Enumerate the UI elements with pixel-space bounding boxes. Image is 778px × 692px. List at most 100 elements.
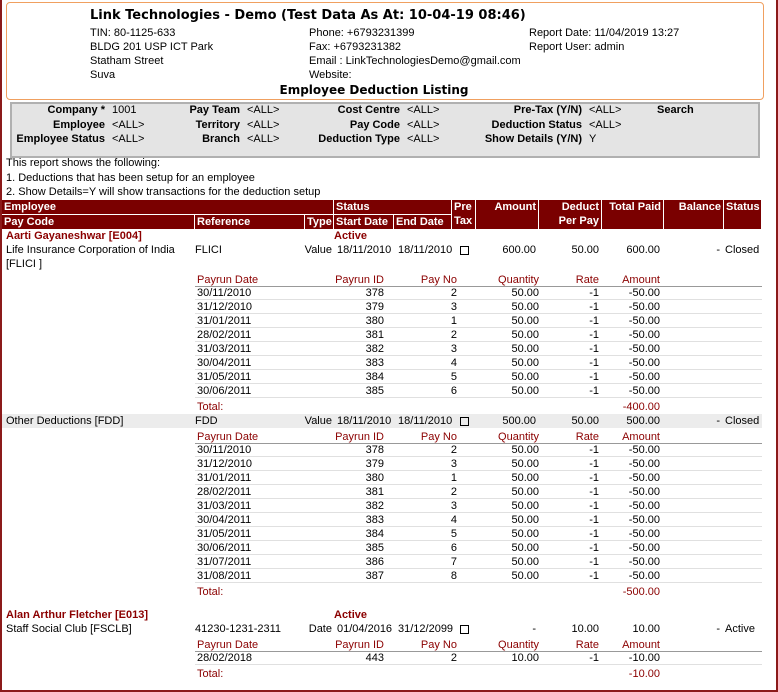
- filter-value: <ALL>: [247, 118, 280, 131]
- detail-header: Payrun ID: [335, 431, 384, 443]
- detail-header: Pay No: [420, 431, 457, 443]
- search-button[interactable]: Search: [657, 104, 694, 116]
- detail-cell: 50.00: [511, 357, 539, 369]
- detail-cell: -50.00: [628, 472, 660, 484]
- filter-label: Deduction Status: [491, 118, 582, 131]
- detail-cell: -1: [589, 301, 599, 313]
- detail-header: Payrun ID: [335, 274, 384, 286]
- detail-row-rule: [195, 383, 762, 384]
- detail-header: Payrun Date: [197, 431, 259, 443]
- detail-cell: 385: [365, 542, 384, 554]
- detail-cell: -50.00: [628, 329, 660, 341]
- detail-cell: 7: [450, 556, 457, 568]
- detail-cell: 381: [365, 329, 384, 341]
- column-header: Type: [305, 215, 334, 230]
- detail-header: Pay No: [420, 274, 457, 286]
- detail-cell: -1: [589, 570, 599, 582]
- detail-cell: -1: [589, 371, 599, 383]
- filter-label: Show Details (Y/N): [484, 133, 582, 145]
- detail-cell: 1: [450, 315, 457, 327]
- detail-cell: 30/04/2011: [197, 514, 252, 526]
- total-paid: 600.00: [626, 244, 660, 256]
- column-header: Pay Code: [2, 215, 195, 230]
- detail-cell: 50.00: [511, 486, 539, 498]
- detail-cell: 3: [450, 301, 457, 313]
- pay-code: Other Deductions [FDD]: [6, 415, 124, 427]
- detail-cell: 1: [450, 472, 457, 484]
- detail-cell: -1: [589, 500, 599, 512]
- detail-cell: 50.00: [511, 343, 539, 355]
- detail-header: Payrun Date: [197, 639, 259, 651]
- detail-cell: 50.00: [511, 301, 539, 313]
- end-date: 18/11/2010: [398, 415, 453, 427]
- header-line: Report Date: 11/04/2019 13:27: [529, 27, 680, 39]
- end-date: 18/11/2010: [398, 244, 453, 256]
- detail-cell: -1: [589, 287, 599, 299]
- employee-name: Aarti Gayaneshwar [E004]: [6, 230, 142, 242]
- detail-cell: -1: [589, 343, 599, 355]
- detail-header: Pay No: [420, 639, 457, 651]
- header-line: Website:: [309, 69, 352, 81]
- detail-cell: 28/02/2018: [197, 652, 253, 664]
- total-paid: 10.00: [632, 623, 660, 635]
- detail-cell: -1: [589, 556, 599, 568]
- detail-cell: -1: [589, 542, 599, 554]
- detail-cell: 50.00: [511, 570, 539, 582]
- detail-cell: 3: [450, 343, 457, 355]
- filter-label: Pre-Tax (Y/N): [513, 104, 582, 116]
- detail-cell: 378: [365, 287, 384, 299]
- detail-row-rule: [195, 470, 762, 471]
- detail-row-rule: [195, 355, 762, 356]
- detail-cell: 384: [365, 371, 384, 383]
- employee-status: Active: [334, 609, 368, 621]
- detail-cell: 50.00: [511, 329, 539, 341]
- total-label: Total:: [197, 401, 224, 413]
- intro-line: This report shows the following:: [6, 157, 161, 169]
- detail-row-rule: [195, 554, 762, 555]
- intro-line: 1. Deductions that has been setup for an…: [6, 171, 255, 184]
- detail-row-rule: [195, 299, 762, 300]
- balance: -: [716, 244, 720, 256]
- reference: 41230-1231-2311: [195, 623, 282, 635]
- detail-header: Payrun Date: [197, 274, 259, 286]
- reference: FLICI: [195, 244, 222, 256]
- header-line: Fax: +6793231382: [309, 41, 402, 53]
- filter-value: <ALL>: [407, 133, 440, 145]
- detail-cell: 3: [450, 458, 457, 470]
- detail-cell: 380: [365, 472, 384, 484]
- filter-value: 1001: [112, 104, 137, 116]
- column-header: End Date: [394, 215, 452, 230]
- detail-row-rule: [195, 568, 762, 569]
- row-band: [2, 414, 762, 428]
- filter-label: Employee Status: [16, 133, 105, 145]
- detail-cell: 50.00: [511, 556, 539, 568]
- detail-header: Rate: [575, 431, 599, 443]
- detail-cell: -50.00: [628, 385, 660, 397]
- detail-cell: -1: [589, 458, 599, 470]
- header-line: BLDG 201 USP ICT Park: [90, 41, 214, 53]
- detail-cell: 4: [450, 514, 457, 526]
- detail-header: Rate: [575, 274, 599, 286]
- report-title: Employee Deduction Listing: [279, 83, 469, 97]
- header-line: Report User: admin: [529, 41, 625, 53]
- detail-cell: -50.00: [628, 570, 660, 582]
- filter-value: <ALL>: [407, 118, 440, 131]
- detail-cell: 31/08/2011: [197, 570, 252, 582]
- detail-cell: 50.00: [511, 315, 539, 327]
- filter-value: <ALL>: [247, 133, 280, 145]
- detail-cell: -10.00: [628, 652, 660, 664]
- detail-cell: 31/12/2010: [197, 301, 253, 313]
- detail-row-rule: [195, 397, 762, 398]
- detail-cell: 50.00: [511, 542, 539, 554]
- detail-cell: -1: [589, 315, 599, 327]
- detail-cell: 2: [450, 287, 457, 299]
- column-header: Pre Tax: [452, 200, 476, 230]
- company-title: Link Technologies - Demo (Test Data As A…: [90, 8, 526, 23]
- detail-cell: 379: [365, 458, 384, 470]
- detail-cell: -50.00: [628, 444, 660, 456]
- filter-box: [10, 102, 760, 158]
- detail-header-rule: [195, 651, 762, 652]
- detail-cell: 378: [365, 444, 384, 456]
- detail-cell: 383: [365, 514, 384, 526]
- detail-cell: -50.00: [628, 542, 660, 554]
